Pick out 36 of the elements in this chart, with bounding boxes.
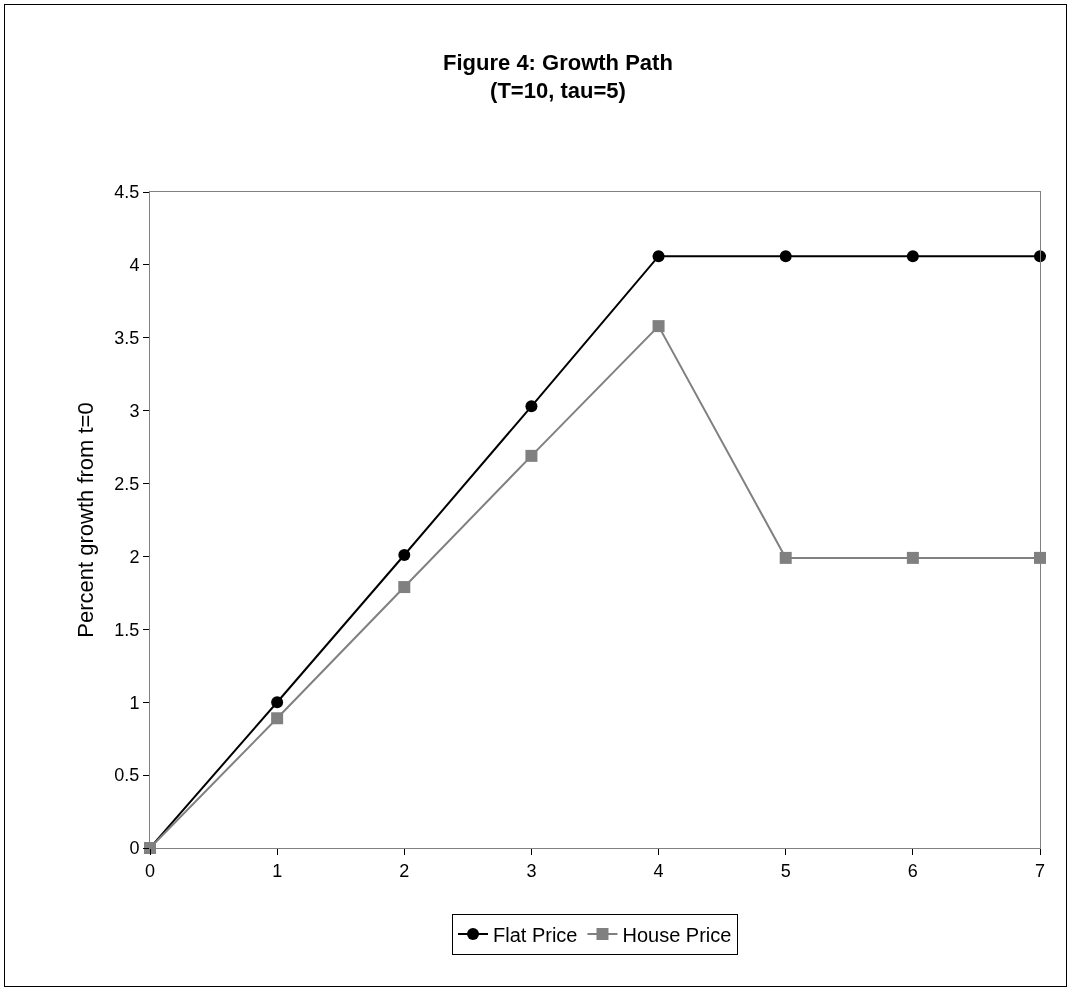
point (525, 449, 538, 462)
x-tick-label: 4 (653, 860, 664, 881)
x-tick-label: 6 (907, 860, 918, 881)
y-tick-label: 2 (129, 546, 140, 567)
y-tick-label: 3 (129, 400, 140, 421)
chart-title: Figure 4: Growth Path (T=10, tau=5) (443, 49, 673, 104)
point (652, 320, 665, 333)
y-tick-label: 3.5 (114, 328, 140, 349)
point (398, 548, 411, 561)
point (271, 696, 284, 709)
y-tick-label: 4.5 (114, 182, 140, 203)
legend-label: House Price (622, 923, 732, 946)
x-tick-label: 0 (144, 860, 156, 881)
point (271, 712, 284, 725)
point (906, 250, 919, 263)
point (398, 581, 411, 594)
x-tick-label: 5 (780, 860, 791, 881)
point (525, 400, 538, 413)
point (1034, 250, 1046, 263)
y-tick-label: 0 (129, 838, 140, 859)
y-tick-label: 0.5 (114, 765, 140, 786)
point (906, 551, 919, 564)
point (1034, 551, 1046, 564)
point (652, 250, 665, 263)
y-tick-label: 4 (129, 255, 140, 276)
x-tick-label: 2 (399, 860, 410, 881)
point (779, 551, 792, 564)
y-tick-label: 1 (129, 692, 140, 713)
x-tick-label: 1 (272, 860, 283, 881)
x-tick-label: 3 (526, 860, 537, 881)
y-tick-label: 2.5 (114, 473, 140, 494)
legend-label: Flat Price (493, 923, 578, 946)
x-tick-label: 7 (1034, 860, 1046, 881)
y-tick-label: 1.5 (114, 619, 140, 640)
point (779, 250, 792, 263)
y-axis-title: Percent growth from t=0 (73, 402, 99, 638)
